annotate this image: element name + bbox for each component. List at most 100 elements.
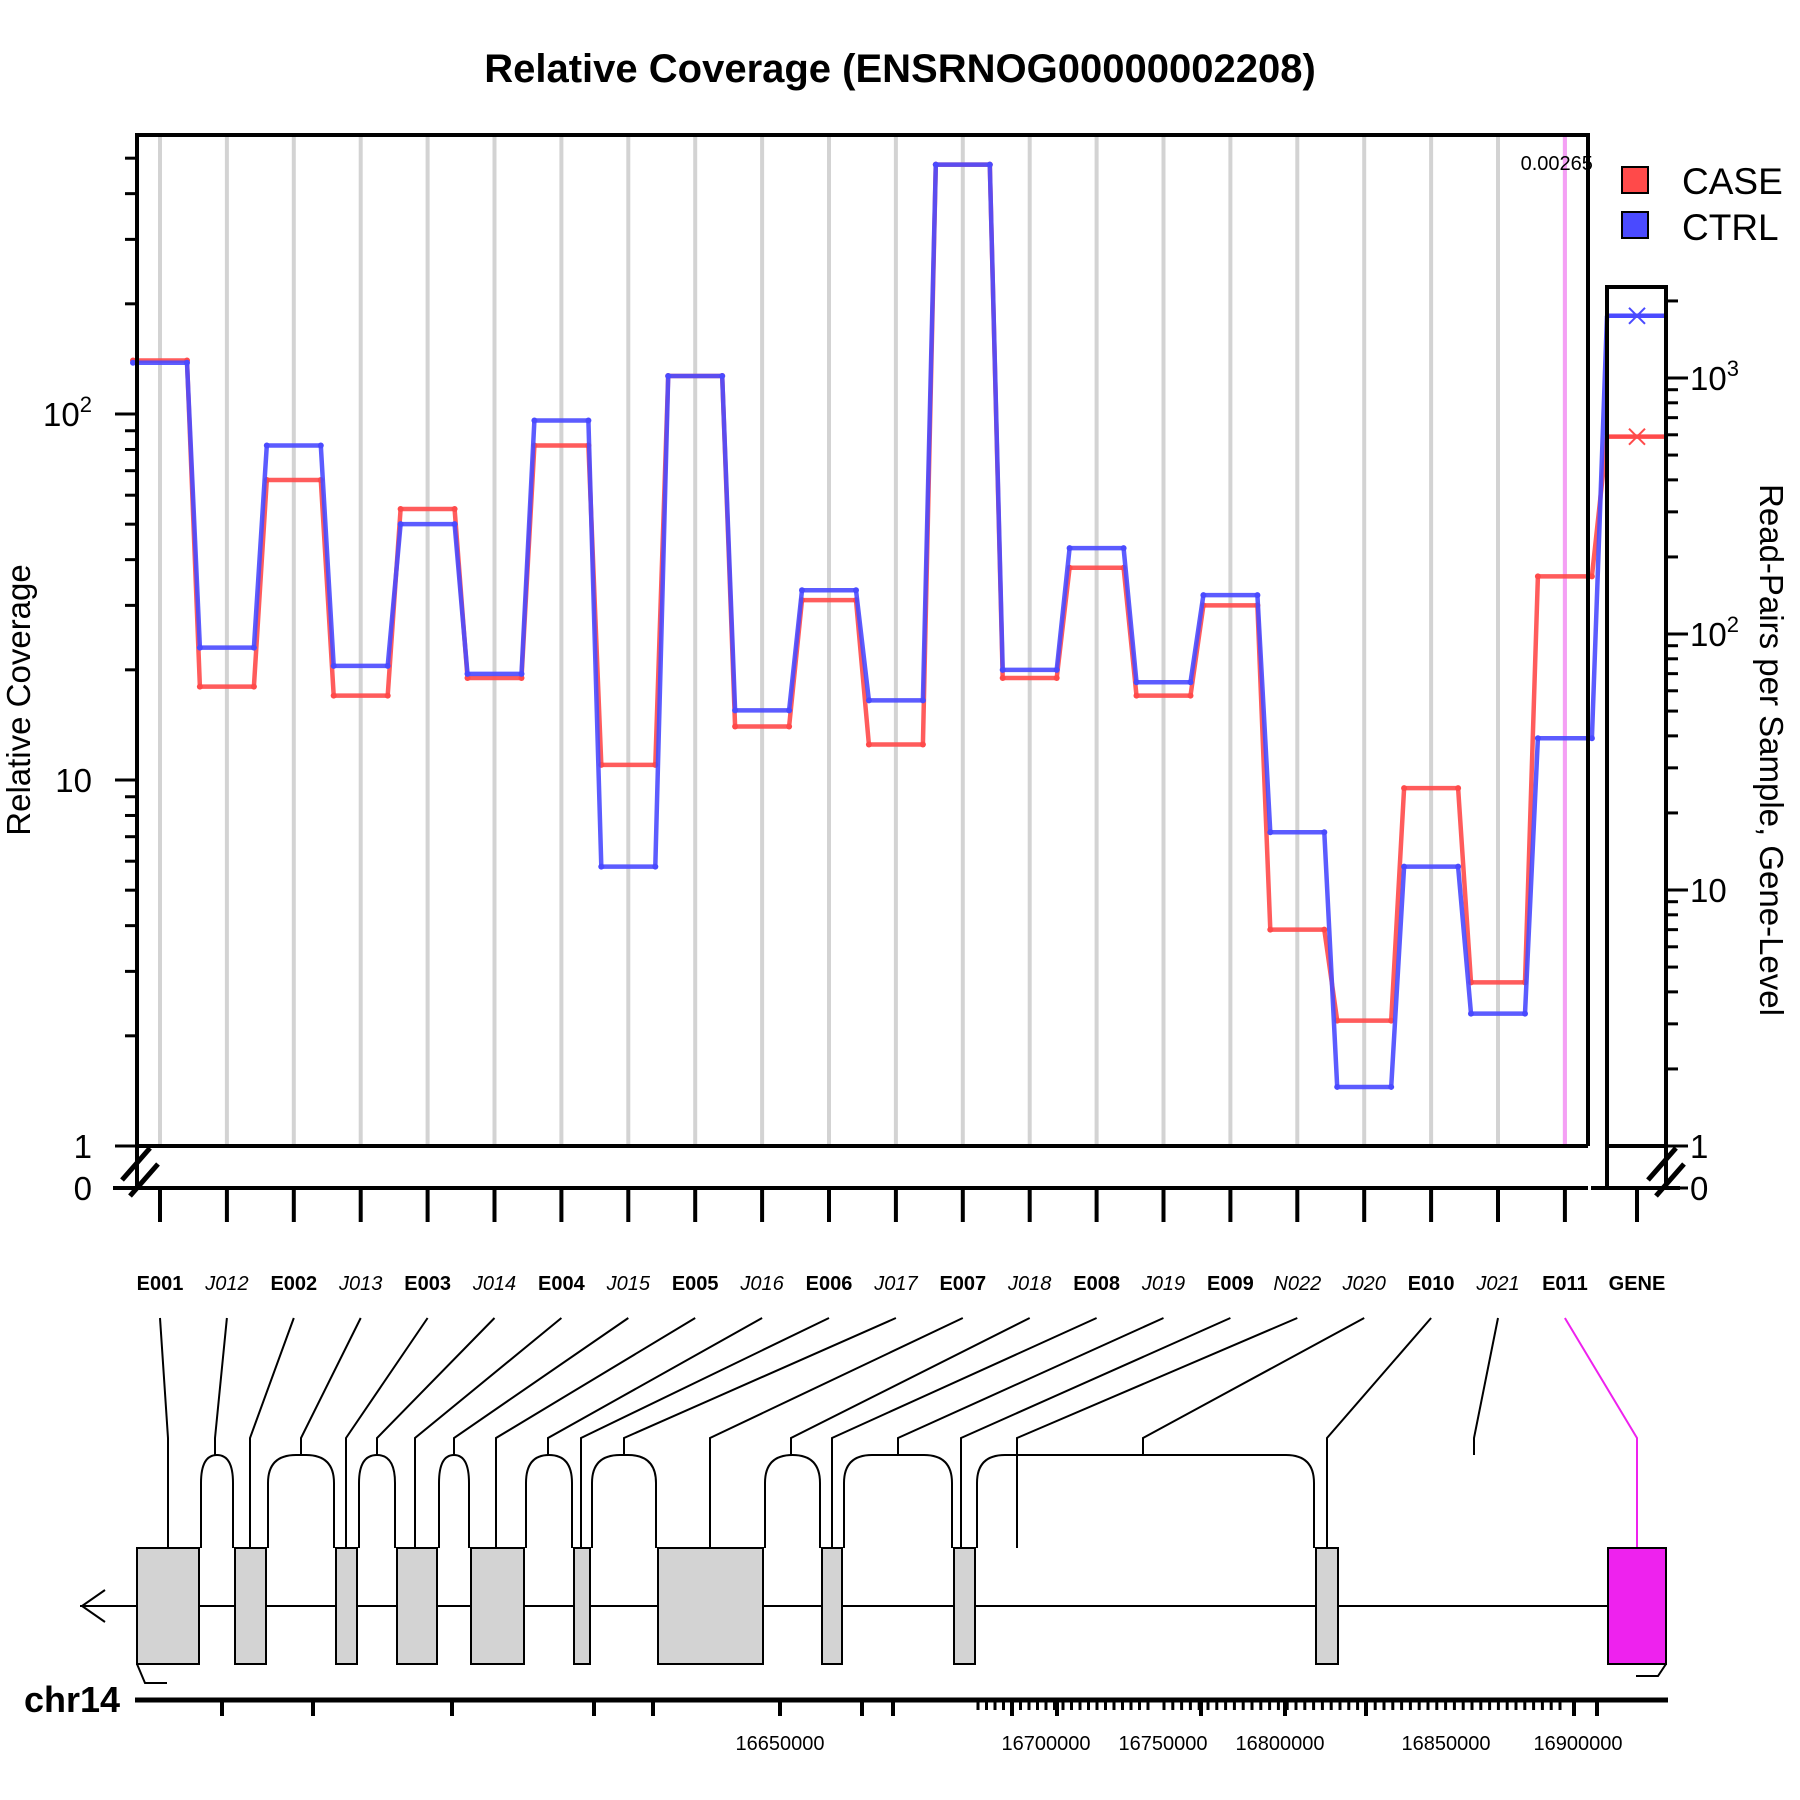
- data-point: [1120, 545, 1127, 552]
- legend-label-case: CASE: [1682, 161, 1783, 202]
- data-point: [1588, 735, 1595, 742]
- axis-break-mark: [120, 1146, 160, 1198]
- feature-label: E002: [270, 1273, 317, 1295]
- feature-connector: [1564, 1317, 1638, 1548]
- legend: CASE CTRL: [1621, 161, 1783, 248]
- data-point: [1588, 573, 1595, 580]
- data-point: [1534, 573, 1541, 580]
- feature-connector: [453, 1317, 629, 1455]
- exon-box: [396, 1547, 438, 1665]
- series-line-case: [133, 162, 1610, 1023]
- legend-swatch-ctrl: [1621, 211, 1649, 239]
- data-point: [1053, 666, 1060, 673]
- data-point: [853, 587, 859, 594]
- feature-label: J018: [1007, 1273, 1051, 1295]
- plot-frame: [135, 133, 1590, 1146]
- feature-connector: [897, 1317, 1164, 1455]
- data-point: [384, 692, 391, 699]
- junction-arc: [200, 1453, 234, 1548]
- data-point: [919, 741, 926, 748]
- feature-connector: [960, 1317, 1231, 1548]
- junction-arc: [358, 1453, 396, 1548]
- data-point: [598, 863, 605, 870]
- data-point: [1321, 829, 1328, 836]
- data-point: [1267, 926, 1274, 933]
- data-point: [451, 521, 458, 528]
- exon-box: [335, 1547, 358, 1665]
- feature-connector: [547, 1317, 763, 1455]
- feature-label: J014: [472, 1273, 516, 1295]
- feature-label: GENE: [1609, 1273, 1666, 1295]
- data-point: [1187, 679, 1194, 686]
- data-point: [1388, 1017, 1395, 1024]
- data-point: [999, 674, 1006, 681]
- genome-coordinate-label: 16700000: [1002, 1733, 1091, 1755]
- highlight-exon-box: [1607, 1547, 1667, 1665]
- feature-label: E008: [1073, 1273, 1120, 1295]
- feature-connector: [495, 1317, 696, 1548]
- data-point: [130, 359, 136, 366]
- feature-label: E004: [538, 1273, 586, 1295]
- feature-connector: [1326, 1317, 1432, 1548]
- data-point: [196, 683, 203, 690]
- feature-connector: [214, 1317, 228, 1455]
- exon-box: [234, 1547, 267, 1665]
- feature-label: J020: [1342, 1273, 1386, 1295]
- genome-coordinate-label: 16650000: [736, 1733, 825, 1755]
- feature-label: E001: [137, 1273, 184, 1295]
- data-point: [1534, 735, 1541, 742]
- y2-tick-label: 1: [1690, 1128, 1708, 1165]
- data-point: [196, 644, 203, 651]
- data-point: [1468, 1010, 1474, 1017]
- feature-connector: [580, 1317, 830, 1548]
- data-point: [1187, 692, 1194, 699]
- feature-label: E011: [1542, 1273, 1588, 1295]
- data-point: [665, 373, 672, 380]
- data-point: [1334, 1083, 1341, 1090]
- data-point: [786, 707, 793, 714]
- data-point: [999, 666, 1006, 673]
- feature-connector: [159, 1317, 169, 1548]
- y-tick-label: 0: [74, 1170, 92, 1207]
- data-point: [1133, 692, 1140, 699]
- tx-end-bracket: [1636, 1663, 1667, 1677]
- axis-break-mark: [1646, 1146, 1686, 1198]
- data-point: [518, 674, 525, 681]
- feature-connector: [1142, 1317, 1365, 1455]
- data-point: [732, 707, 739, 714]
- legend-label-ctrl: CTRL: [1682, 207, 1779, 248]
- legend-swatch-case: [1621, 166, 1649, 194]
- data-point: [799, 587, 805, 594]
- data-point: [1200, 592, 1207, 599]
- feature-label: J017: [873, 1273, 918, 1295]
- feature-label: E006: [806, 1273, 853, 1295]
- data-point: [184, 359, 190, 366]
- series-line-ctrl: [133, 162, 1610, 1090]
- data-point: [1254, 592, 1261, 599]
- exon-box: [1315, 1547, 1339, 1665]
- junction-arc: [591, 1454, 657, 1548]
- feature-connector: [1016, 1317, 1298, 1548]
- feature-labels: E001 J012 E002 J013 E003 J014 E004 J015 E005 J016…: [137, 1188, 1666, 1295]
- feature-connector: [623, 1317, 897, 1455]
- chromosome-label: chr14: [24, 1679, 120, 1720]
- data-point: [932, 161, 939, 168]
- data-point: [1388, 1083, 1395, 1090]
- data-point: [986, 161, 993, 168]
- highlight-pvalue: 0.00265: [1521, 153, 1593, 175]
- data-point: [397, 521, 404, 528]
- junction-arc: [267, 1454, 335, 1548]
- feature-connectors: [159, 1317, 1638, 1548]
- axes: 0 1 10 102 0 1 10 102 103: [43, 133, 1739, 1207]
- feature-connector: [790, 1317, 1031, 1455]
- data-point: [250, 683, 257, 690]
- data-point: [732, 723, 739, 730]
- exon-box: [470, 1547, 525, 1665]
- junction-arc: [438, 1453, 470, 1548]
- series-lines: [130, 161, 1666, 1090]
- data-point: [786, 723, 793, 730]
- feature-connector: [831, 1317, 1098, 1548]
- feature-connector: [249, 1317, 295, 1548]
- data-point: [1066, 545, 1073, 552]
- feature-label: J012: [204, 1273, 248, 1295]
